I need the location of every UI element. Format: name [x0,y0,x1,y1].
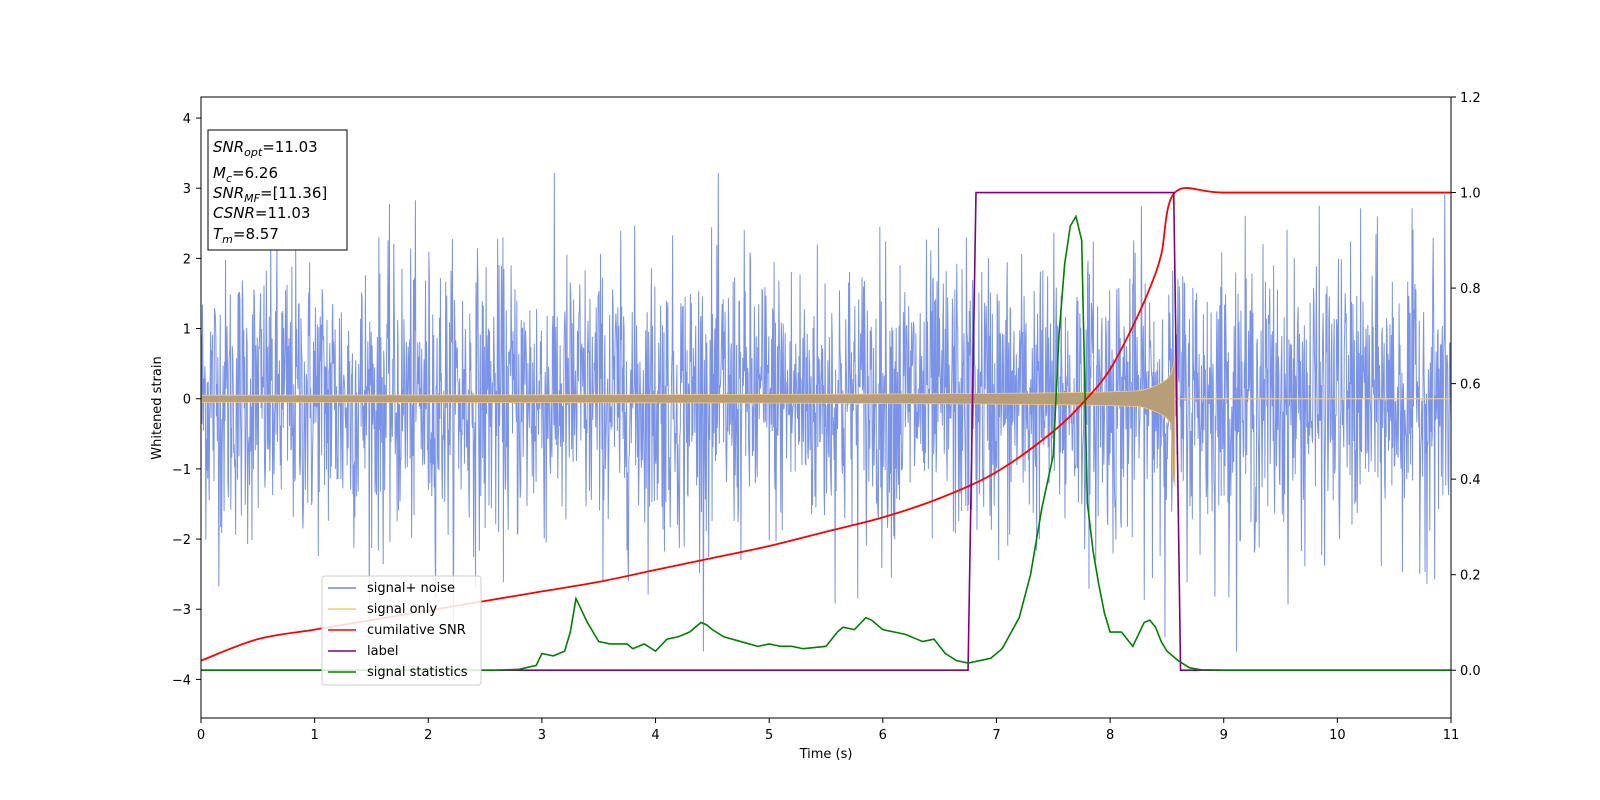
y-tick-label: 2 [183,252,191,267]
legend-label-cumulative-snr: cumilative SNR [367,623,466,638]
legend-item-signal-statistics: signal statistics [328,665,468,680]
x-tick-label: 3 [538,728,546,743]
legend-frame [321,575,482,686]
legend-label-label: label [367,644,398,659]
legend-item-signal-only: signal only [328,602,437,617]
y2-tick-label: 0.4 [1460,473,1481,488]
y2-tick-label: 0.8 [1460,282,1481,297]
series-signal-noise [201,172,1451,652]
series-signal-statistics [201,214,1451,672]
x-tick-label: 2 [424,728,432,743]
x-tick-label: 11 [1443,728,1460,743]
info-tm: Tm=8.57 [213,225,279,246]
y-tick-label: 4 [183,112,191,127]
x-tick-label: 1 [310,728,318,743]
legend-label-signal-noise: signal+ noise [367,581,455,596]
y-tick-label: 0 [183,393,191,408]
legend: signal+ noise signal only cumilative SNR… [321,575,482,686]
y-tick-label: 3 [183,182,191,197]
x-tick-label: 6 [879,728,887,743]
info-snr-opt: SNRopt=11.03 [213,138,318,159]
x-axis-label: Time (s) [799,747,853,762]
series-signal-only [201,356,1176,487]
y-tick-label: −4 [172,673,191,688]
legend-item-signal-noise: signal+ noise [328,581,455,596]
y-tick-label: −1 [172,463,191,478]
y-axis: 4 3 2 1 0 −1 −2 −3 −4 [172,112,201,688]
x-tick-label: 10 [1329,728,1346,743]
info-csnr: CSNR=11.03 [213,204,310,222]
y2-tick-label: 1.2 [1460,91,1481,106]
y-tick-label: 1 [183,323,191,338]
legend-item-label: label [328,644,398,659]
y2-axis: 1.2 1.0 0.8 0.6 0.4 0.2 0.0 [1451,91,1481,679]
x-axis: 0 1 2 3 4 5 6 7 8 9 10 11 [197,718,1459,743]
info-chirp-mass: Mc=6.26 [213,164,278,185]
info-box-frame [207,129,348,251]
y2-tick-label: 0.6 [1460,378,1481,393]
y2-tick-label: 1.0 [1460,187,1481,202]
y2-tick-label: 0.0 [1460,664,1481,679]
info-box: SNRopt=11.03 Mc=6.26 SNRMF=[11.36] CSNR=… [207,129,348,251]
x-tick-label: 5 [765,728,773,743]
legend-item-cumulative-snr: cumilative SNR [328,623,466,638]
info-snr-mf: SNRMF=[11.36] [213,184,327,205]
x-tick-label: 7 [992,728,1000,743]
y-tick-label: −2 [172,533,191,548]
legend-label-signal-only: signal only [367,602,437,617]
x-tick-label: 4 [651,728,659,743]
x-tick-label: 0 [197,728,205,743]
plot-frame [200,96,1452,719]
y-tick-label: −3 [172,603,191,618]
y-axis-label: Whitened strain [150,356,165,459]
y2-tick-label: 0.2 [1460,569,1481,584]
legend-label-signal-statistics: signal statistics [367,665,468,680]
x-tick-label: 8 [1106,728,1114,743]
x-tick-label: 9 [1220,728,1228,743]
